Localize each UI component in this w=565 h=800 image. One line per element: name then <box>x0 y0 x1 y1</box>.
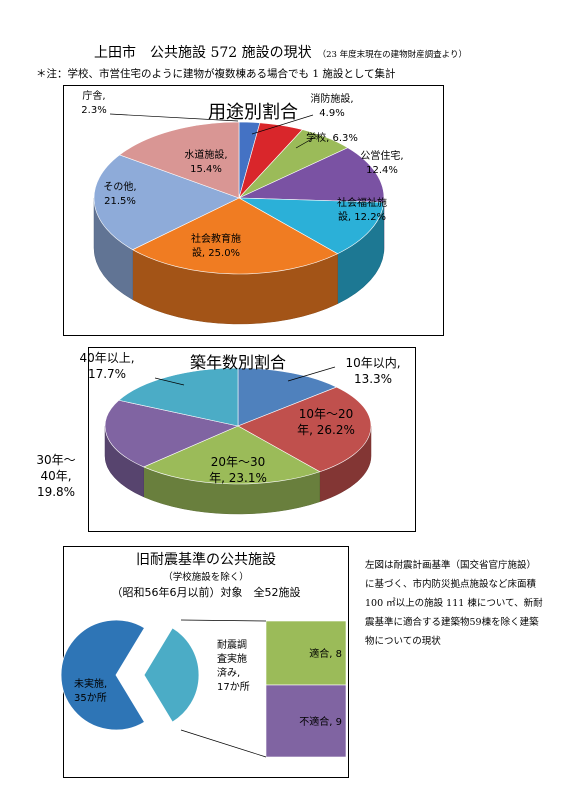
pie-label-1-line: 消防施設, <box>310 92 353 105</box>
pie-label-1-line: 済み, <box>217 666 240 679</box>
chart-title: 築年数別割合 <box>190 353 286 372</box>
pie-label-7-line: 水道施設, <box>184 148 227 161</box>
breakdown-label-0: 適合, 8 <box>309 647 342 660</box>
pie-label-3-line: 40年, <box>40 469 71 483</box>
chart-seismic-frame: 旧耐震基準の公共施設 （学校施設を除く） （昭和56年6月以前）対象 全52施設未実… <box>60 546 349 778</box>
chart-title: 用途別割合 <box>208 102 298 123</box>
pie-label-3: 公営住宅, 12.4% <box>360 149 403 176</box>
pie-label-1: 10年～20 年, 26.2% <box>297 407 355 437</box>
pie-label-4: 40年以上, 17.7% <box>79 351 134 381</box>
pie-label-2: 学校, 6.3% <box>306 131 358 144</box>
breakdown-bar-1 <box>265 684 347 758</box>
pie-slice-6 <box>93 154 240 251</box>
breakdown-bar-0 <box>265 620 347 686</box>
pie-label-3-line: 30年～ <box>36 453 75 467</box>
pie-label-4: 社会福祉施設, 12.2% <box>337 196 387 223</box>
pie-label-1-line: 10年～20 <box>299 407 354 421</box>
chart-subtitle-2: （昭和56年6月以前）対象 全52施設 <box>112 585 301 599</box>
pie-label-2-line: 年, 23.1% <box>209 471 267 485</box>
pie-label-3-line: 12.4% <box>366 165 398 176</box>
chart-usage: 庁舎, 2.3%消防施設, 4.9%学校, 6.3%公営住宅, 12.4%社会福祉施設… <box>81 89 404 325</box>
page-note: ＊注：学校、市営住宅のように建物が複数棟ある場合でも 1 施設として集計 <box>36 68 396 80</box>
title-main: 上田市 公共施設 572 施設の現状 <box>94 45 312 61</box>
pie-label-0-line: 13.3% <box>354 372 392 386</box>
pie-label-1: 耐震調査実施済み, 17か所 <box>217 638 250 693</box>
pie-label-1-line: 査実施 <box>217 652 247 665</box>
chart-age: 10年以内, 13.3% 10年～20 年, 26.2% 20年～30 年, 23.1% 3… <box>36 351 401 515</box>
chart-seismic: 旧耐震基準の公共施設 （学校施設を除く） （昭和56年6月以前）対象 全52施設未実… <box>60 551 347 758</box>
pie-label-2-line: 20年～30 <box>211 455 266 469</box>
chart-subtitle: （学校施設を除く） <box>163 571 249 583</box>
chart-age-frame: 10年以内, 13.3% 10年～20 年, 26.2% 20年～30 年, 23.1% 3… <box>36 347 416 532</box>
page-title: 上田市 公共施設 572 施設の現状 （23 年度末現在の建物財産調査より） <box>94 42 467 62</box>
pie-label-4-line: 社会福祉施 <box>337 196 387 209</box>
pie-label-2: 20年～30 年, 23.1% <box>209 455 267 485</box>
pie-slice-1 <box>143 627 200 723</box>
pie-label-4-line: 設, 12.2% <box>338 210 386 223</box>
pie-slice-3 <box>104 399 239 468</box>
pie-label-7: 水道施設, 15.4% <box>184 148 227 175</box>
pie-label-1: 消防施設, 4.9% <box>310 92 353 119</box>
connector-bottom <box>180 729 267 758</box>
pie-label-0: 庁舎, 2.3% <box>81 89 106 116</box>
pie-label-1-line: 耐震調 <box>217 638 247 651</box>
pie-slice-2 <box>142 425 321 485</box>
pie-label-1-line: 17か所 <box>217 681 250 693</box>
pie-label-0-line: 未実施, <box>74 677 107 690</box>
pie-label-7-line: 15.4% <box>190 164 222 175</box>
pie-slice-0 <box>60 619 146 731</box>
pie-label-3-line: 19.8% <box>37 485 75 499</box>
pie-label-0-line: 35か所 <box>74 692 107 704</box>
connector-top <box>180 619 267 622</box>
pie-label-3: 30年～ 40年, 19.8% <box>36 453 75 499</box>
pie-slice-5 <box>132 197 339 275</box>
pie-slice-1 <box>237 386 372 473</box>
pie-label-0-line: 10年以内, <box>345 356 400 370</box>
pie-label-4-line: 40年以上, <box>79 351 134 365</box>
pie-slice-4 <box>118 367 239 427</box>
pie-label-5-line: 設, 25.0% <box>192 246 240 259</box>
pie-label-2-line: 学校, 6.3% <box>306 131 358 144</box>
pie-label-0-line: 2.3% <box>81 105 106 116</box>
breakdown-label-1: 不適合, 9 <box>299 715 342 728</box>
pie-label-1-line: 4.9% <box>319 108 344 119</box>
pie-slice-4 <box>238 197 385 255</box>
chart-usage-frame: 庁舎, 2.3% 消防施設, 4.9% 学校, 6.3% 公営住宅, 12.4% 社会福祉施設… <box>63 85 444 336</box>
pie-label-1-line: 年, 26.2% <box>297 423 355 437</box>
title-source: （23 年度末現在の建物財産調査より） <box>317 50 467 60</box>
pie-label-5-line: 社会教育施 <box>191 232 241 245</box>
chart-title: 旧耐震基準の公共施設 <box>136 551 276 568</box>
leader-line-0 <box>109 113 239 122</box>
leader-line-1 <box>251 114 314 135</box>
pie-label-6-line: その他, <box>103 180 136 193</box>
pie-label-6: その他, 21.5% <box>103 180 136 207</box>
pie-label-0-line: 庁舎, <box>82 89 105 102</box>
leader-line-2 <box>295 135 318 149</box>
leader-line-0 <box>287 366 336 382</box>
leader-line-4 <box>154 377 185 386</box>
pie-label-5: 社会教育施設, 25.0% <box>191 232 241 259</box>
pie-slice-7 <box>118 121 240 199</box>
pie-sides <box>104 425 372 515</box>
pie-label-0: 10年以内, 13.3% <box>345 356 400 386</box>
pie-label-6-line: 21.5% <box>104 196 136 207</box>
pie-label-0: 未実施, 35か所 <box>74 677 107 704</box>
pie-slice-0 <box>237 367 338 427</box>
side-note: 左図は耐震計画基準（国交省官庁施設）に基づく、市内防災拠点施設など床面積 100… <box>365 560 543 647</box>
pie-slice-3 <box>238 147 385 203</box>
pie-label-4-line: 17.7% <box>88 367 126 381</box>
pie-label-3-line: 公営住宅, <box>360 149 403 162</box>
